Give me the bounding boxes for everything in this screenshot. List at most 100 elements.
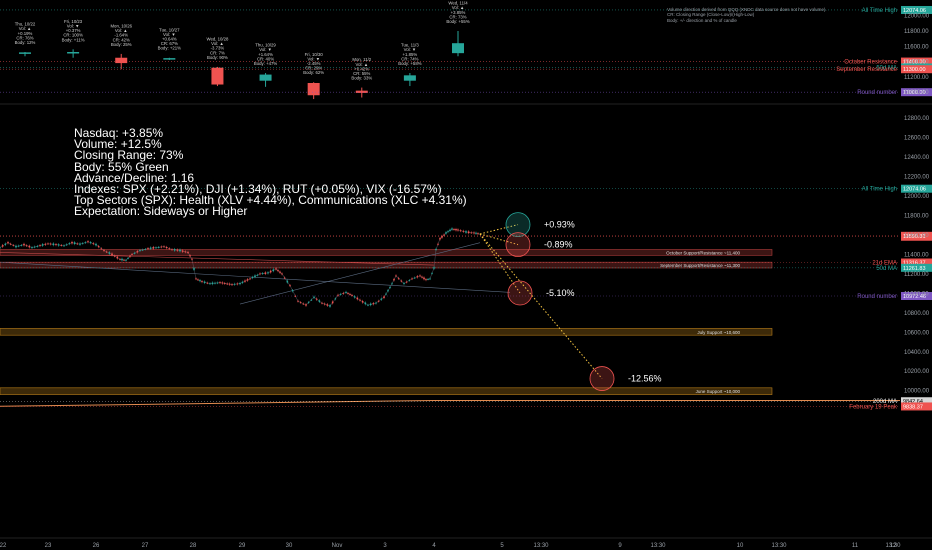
candle-body — [152, 247, 155, 249]
candle-label: +1.64% — [258, 52, 273, 57]
candle-body — [310, 299, 313, 301]
candle-body — [20, 245, 23, 247]
price-tag — [901, 397, 932, 406]
candle-label: Fri, 10/30 — [305, 52, 324, 57]
candle-body — [181, 250, 184, 252]
price-tag-text: 12074.06 — [903, 8, 926, 14]
candle-body — [291, 290, 294, 292]
candle-label: CR: 55% — [353, 71, 370, 76]
y-tick-label: 10200.00 — [904, 369, 930, 375]
candle-body — [281, 273, 283, 275]
candle-label: Vol: ▼ — [259, 47, 272, 52]
candle-body — [369, 303, 372, 306]
candle-body — [179, 249, 181, 252]
candle-body — [259, 273, 261, 275]
candle-body — [403, 283, 405, 284]
candle-body — [349, 294, 351, 295]
level-label: All Time High — [862, 187, 897, 193]
candle-body — [254, 275, 256, 278]
candle-body — [191, 258, 193, 260]
candle-body — [256, 274, 259, 276]
summary-line: Expectation: Sideways or Higher — [74, 204, 248, 219]
candle-body — [36, 246, 39, 247]
candle-body — [47, 243, 49, 245]
candle-body — [23, 243, 25, 246]
candle-body — [184, 251, 187, 253]
candle-body — [467, 231, 470, 234]
candle-body — [28, 245, 31, 248]
candle-label: Vol: ▲ — [115, 28, 128, 33]
candle-body — [277, 270, 279, 272]
candle-body — [251, 276, 254, 279]
candle-body — [165, 247, 168, 249]
inset-level-label: Round number — [857, 90, 897, 96]
x-tick-label: 5 — [500, 543, 504, 549]
projection-label: +0.93% — [544, 220, 575, 230]
level-label: 200d MA — [873, 399, 897, 405]
candle-body — [433, 267, 435, 269]
x-tick-label: 22 — [0, 543, 7, 549]
support-zone — [0, 249, 773, 256]
candle-body — [111, 253, 113, 256]
candle-body — [33, 246, 36, 248]
candle-body — [44, 243, 47, 245]
zone-label: September Support/Resistance ~11,300 — [660, 263, 740, 268]
candle-body — [473, 232, 475, 234]
candle-body — [427, 279, 429, 280]
level-label: February 19 Peak — [849, 404, 898, 410]
candle-body — [393, 279, 395, 281]
candle-body — [375, 302, 377, 304]
candle-label: +3.85% — [451, 10, 466, 15]
candle-body — [231, 284, 233, 286]
candle-body — [9, 243, 12, 245]
x-tick-label: 10 — [737, 543, 744, 549]
x-tick-label: 4 — [432, 543, 436, 549]
candle-label: Body: +47% — [254, 61, 277, 66]
candle-body — [313, 296, 315, 298]
x-tick-label: 28 — [190, 543, 197, 549]
x-tick-label: 30 — [286, 543, 293, 549]
candle-body — [361, 301, 364, 303]
candle-body — [249, 278, 251, 280]
candle-body — [421, 276, 423, 278]
y-tick-label: 10800.00 — [904, 311, 930, 317]
candle-body — [1, 245, 4, 247]
price-tag — [901, 258, 932, 267]
candle-body — [470, 232, 473, 234]
level-label: 21d EMA — [872, 261, 897, 267]
price-tag-text: 11316.37 — [903, 261, 926, 267]
projection-label: -5.10% — [546, 288, 575, 298]
candle-body — [139, 250, 141, 251]
candle-body — [87, 241, 89, 243]
price-tag — [901, 231, 932, 240]
candle-body — [261, 273, 264, 275]
inset-note-line: Body: +/- direction and % of candle — [667, 17, 737, 23]
candle-body — [413, 277, 416, 279]
price-tag-text: 11590.31 — [903, 234, 926, 240]
candle-body — [364, 302, 367, 305]
price-tag — [901, 292, 932, 301]
candle-body — [65, 244, 68, 246]
price-tag-text: 9842.64 — [903, 399, 923, 405]
candle-label: Mon, 11/2 — [352, 57, 371, 62]
candle-body — [233, 283, 236, 285]
candle-body — [294, 295, 297, 297]
candle-body — [97, 246, 100, 248]
candle-body — [403, 75, 416, 81]
x-tick-label: 26 — [93, 543, 100, 549]
candle-body — [131, 254, 133, 255]
candle-body — [462, 230, 465, 232]
candle-body — [447, 231, 449, 233]
level-label: 50d MA — [876, 266, 897, 272]
candle-body — [337, 294, 339, 296]
candle-label: Body: 12% — [15, 40, 36, 45]
price-tag-text: 11300.00 — [903, 67, 926, 73]
candle-body — [55, 244, 57, 246]
x-tick-label: 27 — [142, 543, 149, 549]
candle-body — [123, 259, 125, 261]
candle-body — [141, 249, 144, 251]
candle-body — [168, 248, 171, 250]
candle-label: +0.64% — [162, 37, 177, 42]
candle-label: Mon, 10/26 — [110, 24, 132, 29]
y-tick-label: 12000.00 — [904, 194, 930, 200]
